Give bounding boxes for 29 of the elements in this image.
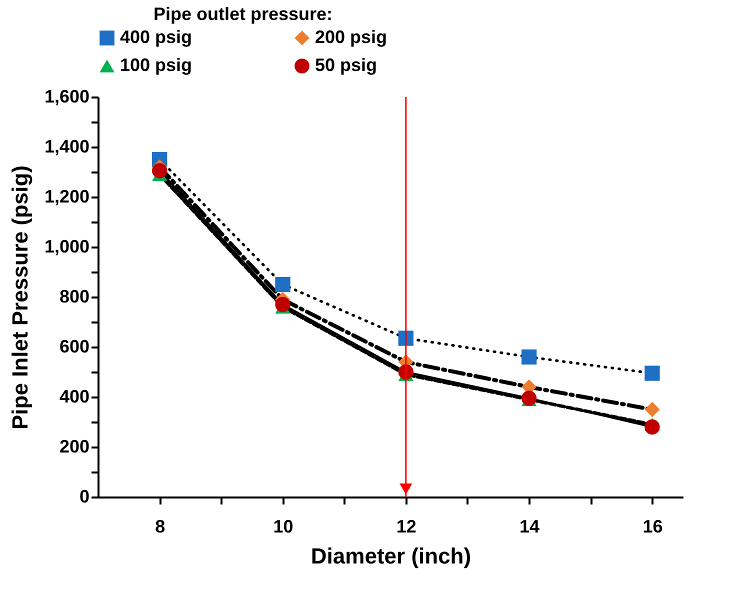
legend-label: 400 psig [120,27,192,47]
legend-label: 100 psig [120,55,192,75]
x-tick-label: 8 [155,516,166,536]
y-tick-label: 0 [79,486,90,506]
y-tick-label: 400 [59,386,90,406]
point [521,349,537,365]
point [644,419,660,435]
x-tick-label: 10 [273,516,294,536]
y-tick-label: 200 [59,436,90,456]
legend-label: 200 psig [315,27,388,47]
x-tick-label: 14 [520,516,540,536]
y-tick-label: 1,600 [44,86,90,106]
y-tick-label: 600 [59,336,90,356]
y-tick-label: 1,400 [44,136,90,156]
point [398,330,414,346]
legend-title: Pipe outlet pressure: [153,4,333,24]
y-tick-label: 1,000 [44,236,90,256]
y-tick-label: 800 [59,286,90,306]
point [644,366,660,381]
x-tick-label: 16 [642,516,663,536]
x-tick-label: 12 [396,516,416,536]
x-axis-title: Diameter (inch) [310,544,472,568]
legend-label: 50 psig [315,55,378,75]
point [152,163,168,178]
y-axis-title: Pipe Inlet Pressure (psig) [7,165,32,430]
point [644,402,660,418]
y-tick-label: 1,200 [44,186,90,206]
point [275,296,290,312]
point [275,276,290,292]
